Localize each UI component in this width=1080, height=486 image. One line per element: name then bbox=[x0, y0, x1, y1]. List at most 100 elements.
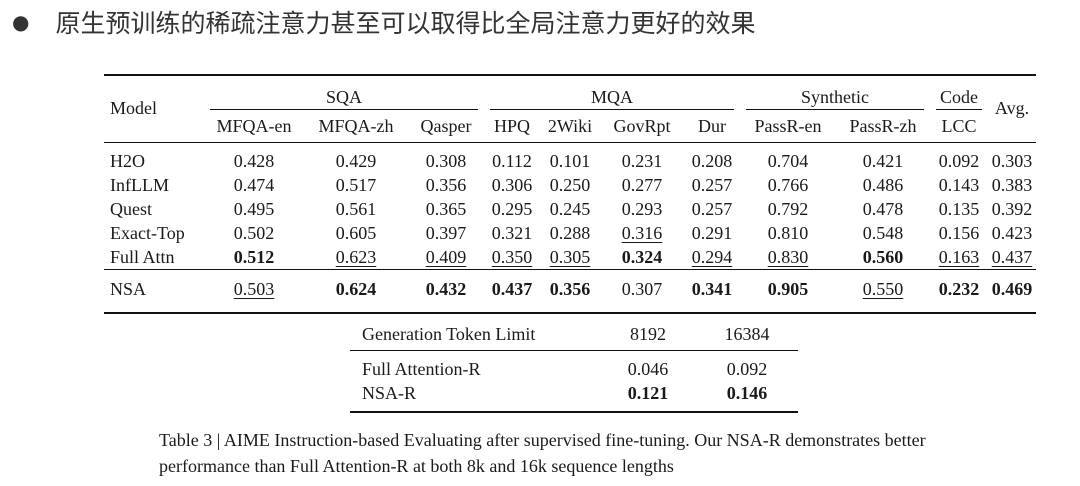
table-cell: 0.623 bbox=[304, 245, 408, 270]
table-row-full-attn: Full Attn 0.512 0.623 0.409 0.350 0.305 … bbox=[104, 245, 1036, 270]
table-cell: 0.495 bbox=[233, 198, 275, 219]
table-cell: 0.232 bbox=[930, 269, 988, 314]
table-cell: 0.135 bbox=[938, 198, 980, 219]
table-cell: 0.478 bbox=[862, 198, 904, 219]
table-cell: 0.092 bbox=[938, 150, 980, 171]
table-cell: 0.383 bbox=[991, 174, 1033, 195]
group-header-code: Code bbox=[930, 74, 988, 111]
table-cell: 0.321 bbox=[491, 222, 533, 243]
cell-value-underlined: 0.350 bbox=[491, 246, 533, 267]
column-header-passr-zh: PassR-zh bbox=[836, 110, 930, 143]
column-header-row: MFQA-en MFQA-zh Qasper HPQ 2Wiki GovRpt … bbox=[104, 110, 1036, 143]
table-caption: Table 3 | AIME Instruction-based Evaluat… bbox=[159, 430, 926, 476]
table-cell: 0.257 bbox=[691, 174, 733, 195]
table-cell: 0.486 bbox=[862, 174, 904, 195]
table-cell: 0.397 bbox=[425, 222, 467, 243]
table-cell: 0.792 bbox=[767, 198, 809, 219]
table-cell: 0.356 bbox=[425, 174, 467, 195]
table-cell: 0.356 bbox=[540, 269, 600, 314]
table-cell: 0.341 bbox=[684, 269, 740, 314]
row-label: Exact-Top bbox=[110, 222, 185, 243]
table-cell: 0.316 bbox=[600, 221, 684, 245]
column-header-qasper: Qasper bbox=[408, 110, 484, 143]
table-cell: 0.121 bbox=[600, 381, 696, 413]
cell-value-underlined: 0.409 bbox=[425, 246, 467, 267]
table-cell: 0.550 bbox=[836, 269, 930, 314]
table-cell: 0.277 bbox=[621, 174, 663, 195]
table-cell: 0.766 bbox=[767, 174, 809, 195]
table-cell: 0.163 bbox=[930, 245, 988, 270]
table-cell: 0.437 bbox=[484, 269, 540, 314]
column-header-mfqa-en: MFQA-en bbox=[204, 110, 304, 143]
table-cell: 0.305 bbox=[540, 245, 600, 270]
table-cell: 0.437 bbox=[988, 245, 1036, 270]
table-cell: 0.257 bbox=[691, 198, 733, 219]
table-cell: 0.156 bbox=[938, 222, 980, 243]
cell-value-underlined: 0.437 bbox=[991, 246, 1033, 267]
table-row-quest: Quest 0.495 0.561 0.365 0.295 0.245 0.29… bbox=[104, 197, 1036, 221]
group-header-row: Model SQA MQA Synthetic Code Avg. bbox=[104, 74, 1036, 143]
table-cell: 0.428 bbox=[233, 150, 275, 171]
table-cell: 0.561 bbox=[335, 198, 377, 219]
cell-value-underlined: 0.550 bbox=[862, 278, 904, 299]
gen-header-16384: 16384 bbox=[696, 318, 798, 351]
table-cell: 0.392 bbox=[991, 198, 1033, 219]
table-cell: 0.350 bbox=[484, 245, 540, 270]
table-cell: 0.250 bbox=[549, 174, 591, 195]
table-row-exact-top: Exact-Top 0.502 0.605 0.397 0.321 0.288 … bbox=[104, 221, 1036, 245]
table-cell: 0.474 bbox=[233, 174, 275, 195]
row-label: NSA-R bbox=[350, 381, 600, 413]
table-row-infllm: InfLLM 0.474 0.517 0.356 0.306 0.250 0.2… bbox=[104, 173, 1036, 197]
table-cell: 0.429 bbox=[335, 150, 377, 171]
cell-value-underlined: 0.163 bbox=[938, 246, 980, 267]
table-cell: 0.548 bbox=[862, 222, 904, 243]
table-row-h2o: H2O 0.428 0.429 0.308 0.112 0.101 0.231 … bbox=[104, 143, 1036, 174]
table-cell: 0.503 bbox=[204, 269, 304, 314]
table-cell: 0.112 bbox=[492, 150, 532, 171]
cell-value-underlined: 0.623 bbox=[335, 246, 377, 267]
gen-header-row: Generation Token Limit 8192 16384 bbox=[350, 318, 798, 351]
table-cell: 0.308 bbox=[425, 150, 467, 171]
table-cell: 0.423 bbox=[991, 222, 1033, 243]
generation-limit-table: Generation Token Limit 8192 16384 Full A… bbox=[350, 318, 798, 413]
table-cell: 0.293 bbox=[621, 198, 663, 219]
table-cell: 0.046 bbox=[627, 358, 669, 379]
table-cell: 0.101 bbox=[549, 150, 591, 171]
cell-value-underlined: 0.316 bbox=[621, 222, 663, 243]
table-cell: 0.324 bbox=[621, 246, 663, 267]
row-label: Full Attention-R bbox=[362, 358, 481, 379]
table-cell: 0.231 bbox=[621, 150, 663, 171]
column-header-passr-en: PassR-en bbox=[740, 110, 836, 143]
table-cell: 0.365 bbox=[425, 198, 467, 219]
group-header-mqa: MQA bbox=[484, 74, 740, 111]
table-cell: 0.294 bbox=[684, 245, 740, 270]
cell-value-underlined: 0.294 bbox=[691, 246, 733, 267]
table-cell: 0.303 bbox=[991, 150, 1033, 171]
benchmark-table: Model SQA MQA Synthetic Code Avg. MFQA-e… bbox=[104, 74, 1036, 314]
table-cell: 0.288 bbox=[549, 222, 591, 243]
row-label: H2O bbox=[110, 150, 145, 171]
column-header-hpq: HPQ bbox=[484, 110, 540, 143]
model-column-header: Model bbox=[104, 74, 204, 143]
table-cell: 0.517 bbox=[335, 174, 377, 195]
row-label: Full Attn bbox=[110, 246, 175, 267]
table-cell: 0.421 bbox=[862, 150, 904, 171]
table-cell: 0.143 bbox=[938, 174, 980, 195]
group-header-synthetic: Synthetic bbox=[740, 74, 930, 111]
table-row-nsa-r: NSA-R 0.121 0.146 bbox=[350, 381, 798, 413]
gen-header-8192: 8192 bbox=[600, 318, 696, 351]
column-header-mfqa-zh: MFQA-zh bbox=[304, 110, 408, 143]
gen-header-label: Generation Token Limit bbox=[350, 318, 600, 351]
cell-value-underlined: 0.830 bbox=[767, 246, 809, 267]
table-row-nsa: NSA 0.503 0.624 0.432 0.437 0.356 0.307 … bbox=[104, 269, 1036, 314]
slide-heading: ● 原生预训练的稀疏注意力甚至可以取得比全局注意力更好的效果 bbox=[12, 4, 755, 40]
row-label: NSA bbox=[104, 269, 204, 314]
table-cell: 0.295 bbox=[491, 198, 533, 219]
table-cell: 0.469 bbox=[988, 269, 1036, 314]
column-header-lcc: LCC bbox=[930, 110, 988, 143]
table-cell: 0.432 bbox=[408, 269, 484, 314]
table-cell: 0.306 bbox=[491, 174, 533, 195]
bullet-icon: ● bbox=[12, 10, 30, 34]
table-cell: 0.245 bbox=[549, 198, 591, 219]
table-cell: 0.291 bbox=[691, 222, 733, 243]
